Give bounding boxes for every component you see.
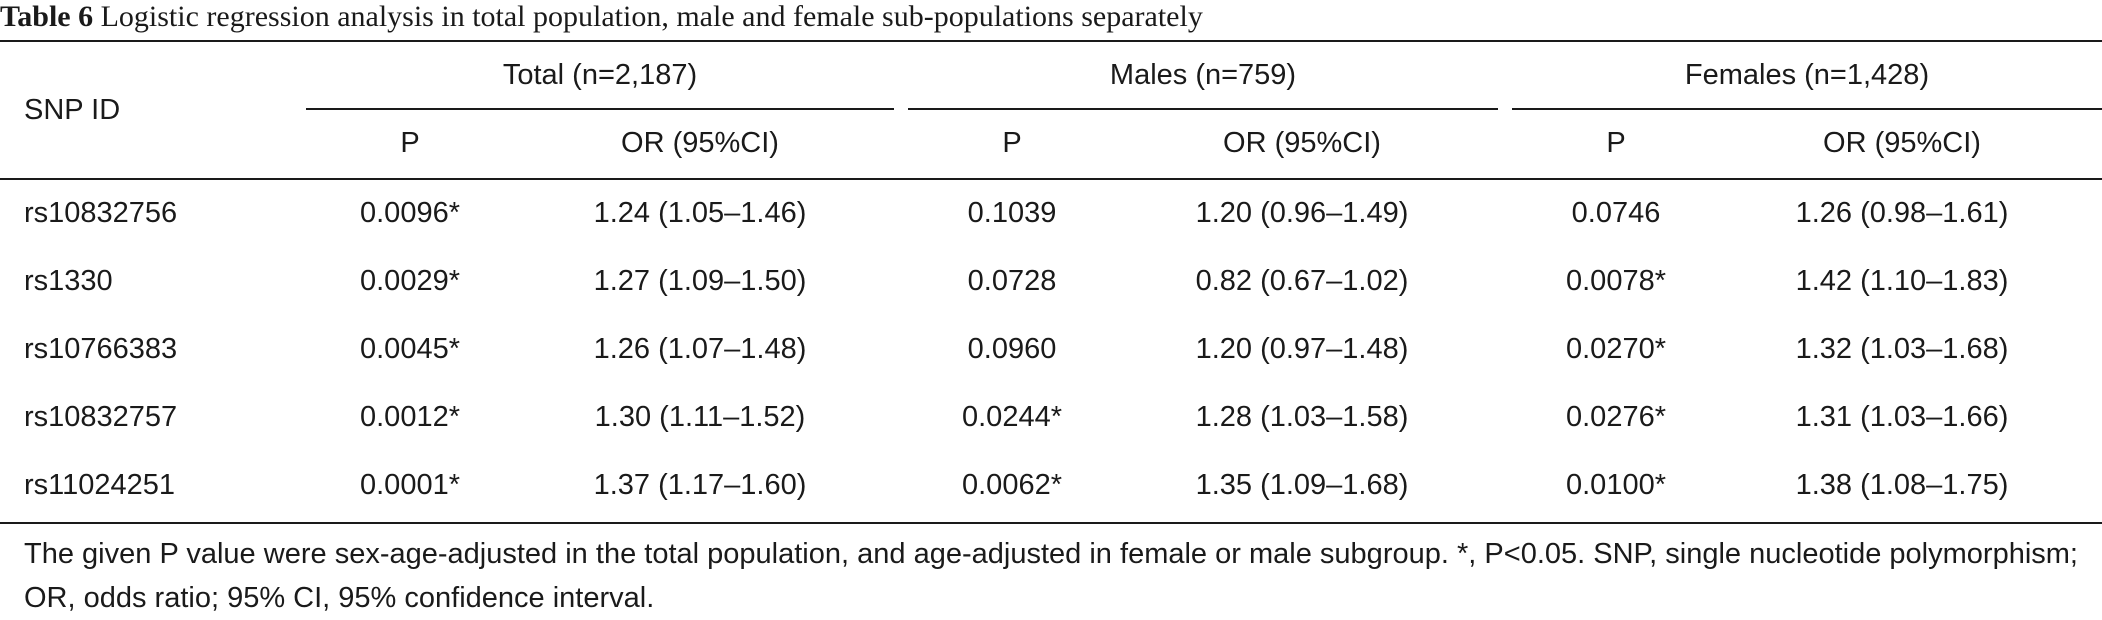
header-snp-id: SNP ID	[24, 94, 121, 126]
header-group-total: Total (n=2,187)	[502, 59, 698, 91]
table-header-rule	[0, 178, 2102, 180]
row-1-females-p: 0.0746	[1571, 197, 1661, 229]
table-footnote: The given P value were sex-age-adjusted …	[24, 538, 2078, 614]
header-females-or: OR (95%CI)	[1823, 127, 1981, 159]
table-caption-text: Logistic regression analysis in total po…	[100, 0, 1203, 33]
row-5-snp: rs11024251	[24, 469, 176, 501]
row-5-females-p: 0.0100*	[1566, 469, 1666, 501]
table-top-rule	[0, 40, 2102, 42]
row-1-total-or: 1.24 (1.05–1.46)	[593, 197, 807, 229]
row-4-females-or: 1.31 (1.03–1.66)	[1795, 401, 2009, 433]
row-5-males-p: 0.0062*	[962, 469, 1062, 501]
row-2-snp: rs1330	[24, 265, 113, 297]
header-females-p: P	[1606, 127, 1626, 159]
row-1-males-p: 0.1039	[967, 197, 1057, 229]
row-2-females-p: 0.0078*	[1566, 265, 1666, 297]
row-3-total-or: 1.26 (1.07–1.48)	[593, 333, 807, 365]
row-4-females-p: 0.0276*	[1566, 401, 1666, 433]
row-3-total-p: 0.0045*	[360, 333, 460, 365]
row-2-females-or: 1.42 (1.10–1.83)	[1795, 265, 2009, 297]
row-5-total-or: 1.37 (1.17–1.60)	[593, 469, 807, 501]
group-rule-males	[908, 108, 1498, 110]
row-3-females-or: 1.32 (1.03–1.68)	[1795, 333, 2009, 365]
row-2-total-p: 0.0029*	[360, 265, 460, 297]
header-total-or: OR (95%CI)	[621, 127, 779, 159]
row-4-males-p: 0.0244*	[962, 401, 1062, 433]
row-1-snp: rs10832756	[24, 197, 178, 229]
row-5-males-or: 1.35 (1.09–1.68)	[1195, 469, 1409, 501]
row-2-total-or: 1.27 (1.09–1.50)	[593, 265, 807, 297]
header-males-p: P	[1002, 127, 1022, 159]
row-4-total-p: 0.0012*	[360, 401, 460, 433]
row-2-males-p: 0.0728	[967, 265, 1057, 297]
group-rule-total	[306, 108, 894, 110]
group-rule-females	[1512, 108, 2102, 110]
table-caption: Table 6 Logistic regression analysis in …	[0, 0, 1203, 38]
row-3-males-or: 1.20 (0.97–1.48)	[1195, 333, 1409, 365]
header-total-p: P	[400, 127, 420, 159]
table-caption-label: Table 6	[0, 0, 94, 33]
row-5-females-or: 1.38 (1.08–1.75)	[1795, 469, 2009, 501]
header-group-males: Males (n=759)	[1109, 59, 1297, 91]
row-2-males-or: 0.82 (0.67–1.02)	[1195, 265, 1409, 297]
table-bottom-rule	[0, 522, 2102, 524]
row-1-total-p: 0.0096*	[360, 197, 460, 229]
row-1-females-or: 1.26 (0.98–1.61)	[1795, 197, 2009, 229]
header-males-or: OR (95%CI)	[1223, 127, 1381, 159]
row-1-males-or: 1.20 (0.96–1.49)	[1195, 197, 1409, 229]
row-4-males-or: 1.28 (1.03–1.58)	[1195, 401, 1409, 433]
row-4-total-or: 1.30 (1.11–1.52)	[594, 401, 806, 433]
row-3-females-p: 0.0270*	[1566, 333, 1666, 365]
row-5-total-p: 0.0001*	[360, 469, 460, 501]
header-group-females: Females (n=1,428)	[1684, 59, 1930, 91]
row-3-males-p: 0.0960	[967, 333, 1057, 365]
row-3-snp: rs10766383	[24, 333, 178, 365]
row-4-snp: rs10832757	[24, 401, 178, 433]
